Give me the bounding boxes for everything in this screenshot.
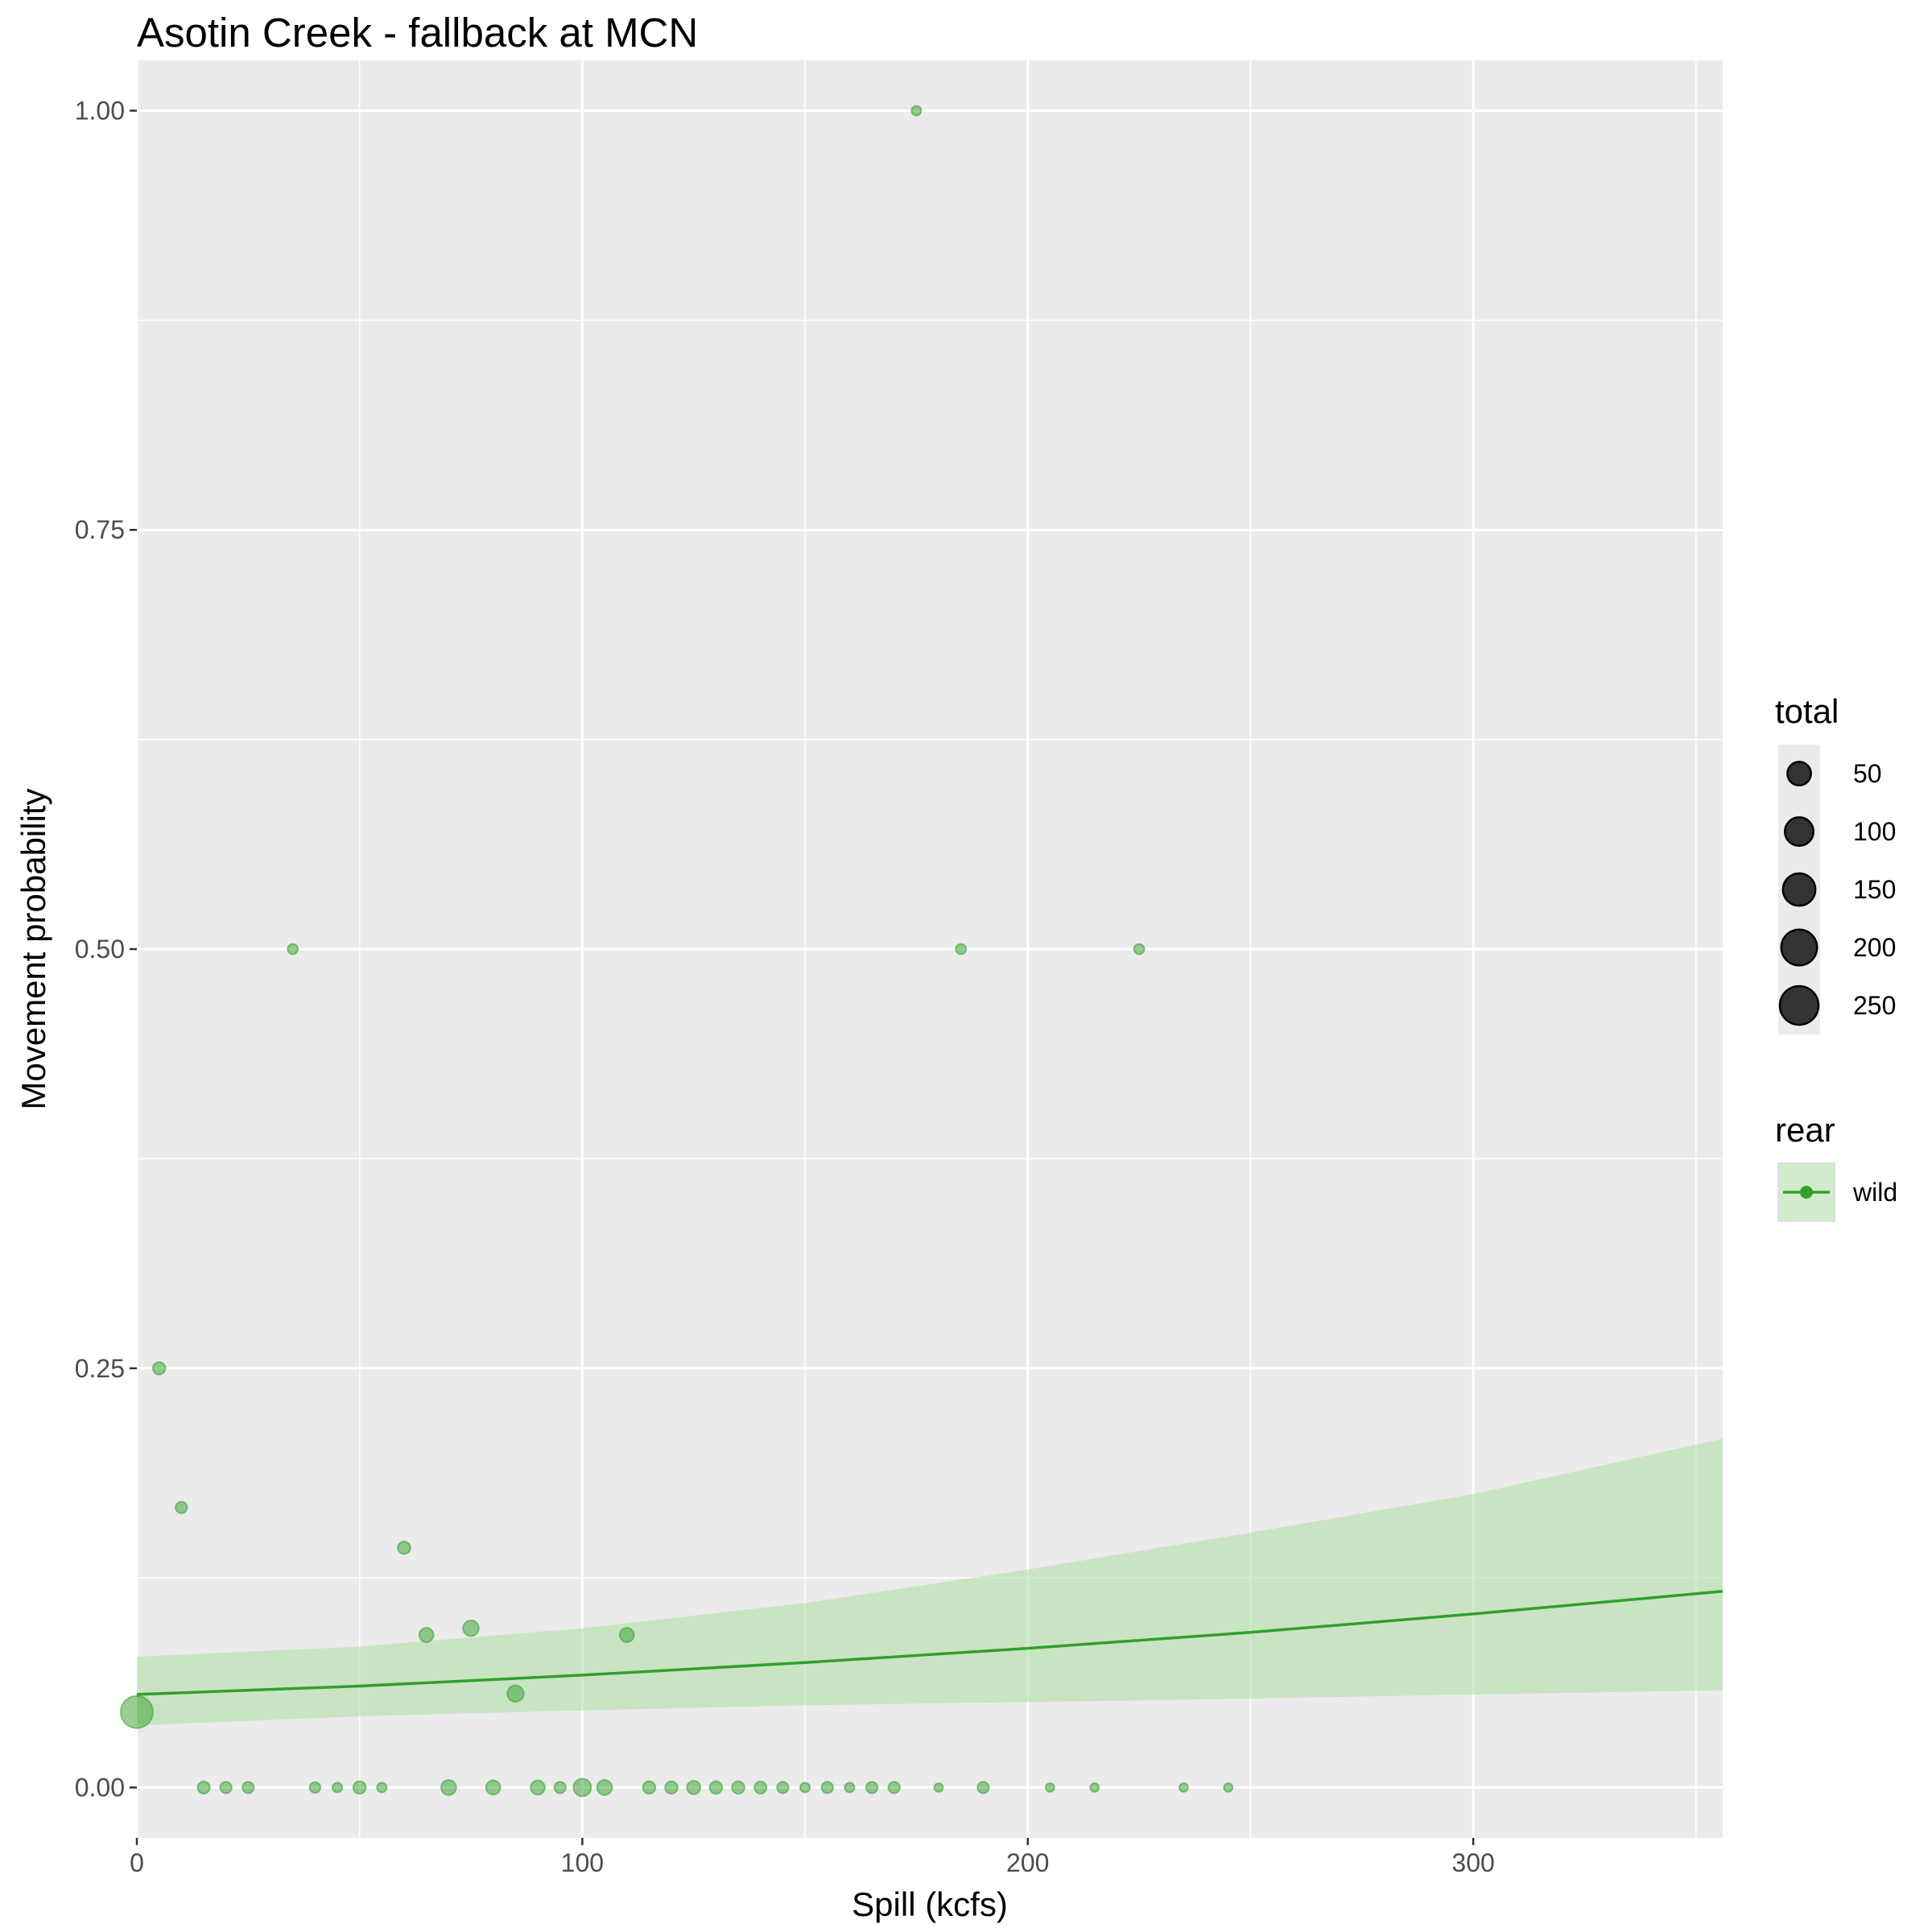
- data-point: [397, 1540, 411, 1555]
- size-legend-label: 100: [1853, 817, 1896, 846]
- data-point: [976, 1781, 990, 1794]
- size-legend-point: [1781, 872, 1817, 907]
- data-point: [418, 1627, 435, 1643]
- data-point: [175, 1501, 188, 1514]
- data-point: [618, 1627, 635, 1643]
- data-point: [1223, 1782, 1234, 1793]
- fit-line: [136, 1590, 1724, 1696]
- data-point: [844, 1781, 856, 1794]
- data-point: [308, 1781, 322, 1794]
- data-point: [1089, 1782, 1100, 1793]
- x-tick-label: 100: [561, 1848, 604, 1877]
- color-legend-label: wild: [1852, 1178, 1897, 1207]
- size-legend-point: [1780, 928, 1818, 967]
- data-point: [530, 1779, 546, 1796]
- data-point: [865, 1781, 879, 1794]
- data-point: [731, 1780, 745, 1795]
- data-point: [120, 1695, 154, 1729]
- data-point: [506, 1684, 525, 1703]
- color-legend-point: [1800, 1186, 1813, 1199]
- legend: total 50 100 150 200 250 rear wild: [1775, 692, 1897, 1222]
- data-point: [708, 1780, 724, 1795]
- y-tick-label: 0.00: [75, 1773, 125, 1802]
- data-point: [933, 1782, 944, 1793]
- data-point: [820, 1781, 834, 1794]
- chart-title: Asotin Creek - fallback at MCN: [137, 10, 698, 56]
- data-point: [799, 1781, 811, 1794]
- size-legend-label: 250: [1853, 991, 1896, 1020]
- size-legend-point: [1783, 815, 1815, 848]
- size-legend-point: [1786, 761, 1812, 786]
- data-point: [1133, 943, 1146, 956]
- x-tick-label: 300: [1451, 1848, 1494, 1877]
- data-point: [376, 1781, 388, 1794]
- size-legend-title: total: [1775, 692, 1839, 730]
- data-point: [1179, 1782, 1189, 1793]
- x-tick-label: 200: [1006, 1848, 1049, 1877]
- y-axis-title: Movement probability: [14, 788, 52, 1109]
- data-point: [596, 1779, 613, 1796]
- color-legend: wild: [1777, 1162, 1897, 1222]
- data-point: [642, 1780, 657, 1795]
- x-axis-title: Spill (kcfs): [852, 1885, 1008, 1923]
- data-point: [572, 1777, 592, 1798]
- y-tick-label: 1.00: [75, 96, 125, 125]
- data-point: [196, 1780, 211, 1795]
- data-point: [352, 1780, 367, 1795]
- data-point: [887, 1781, 901, 1794]
- data-point: [910, 105, 923, 117]
- data-point: [1045, 1782, 1055, 1793]
- x-tick-label: 0: [130, 1848, 144, 1877]
- data-point: [553, 1781, 567, 1794]
- axes: 0.00 0.25 0.50 0.75 1.00 0 100 200 300: [75, 96, 1495, 1877]
- data-point: [664, 1780, 679, 1795]
- data-point: [686, 1780, 702, 1795]
- confidence-band: [137, 1439, 1723, 1726]
- y-tick-label: 0.75: [75, 515, 125, 544]
- fit-line-layer: [136, 1590, 1724, 1696]
- data-point: [440, 1779, 457, 1796]
- data-point: [242, 1781, 255, 1794]
- data-point: [151, 1360, 167, 1376]
- data-point: [955, 943, 968, 956]
- y-tick-label: 0.25: [75, 1354, 125, 1383]
- data-points-layer: [120, 105, 1234, 1798]
- color-legend-title: rear: [1775, 1111, 1835, 1149]
- data-point: [287, 943, 299, 956]
- size-legend-label: 150: [1853, 875, 1896, 904]
- data-point: [331, 1781, 344, 1794]
- size-legend-label: 200: [1853, 933, 1896, 962]
- data-point: [485, 1779, 502, 1796]
- y-tick-label: 0.50: [75, 935, 125, 964]
- size-legend-label: 50: [1853, 759, 1882, 788]
- data-point: [462, 1619, 480, 1637]
- data-point: [776, 1781, 790, 1794]
- size-legend-point: [1778, 985, 1820, 1026]
- size-legend: 50 100 150 200 250: [1778, 745, 1896, 1034]
- data-point: [753, 1780, 768, 1795]
- confidence-band-layer: [137, 1439, 1723, 1726]
- data-point: [219, 1781, 233, 1794]
